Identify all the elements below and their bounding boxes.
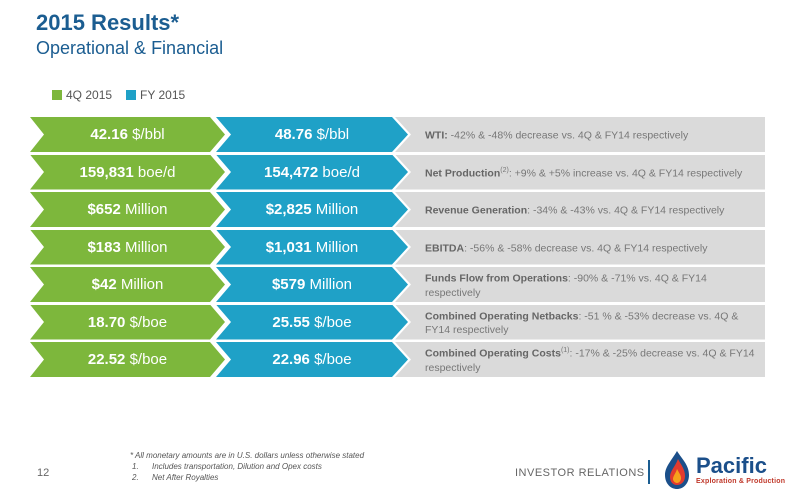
fy-number: $2,825 — [265, 201, 312, 218]
description-cell: Revenue Generation: -34% & -43% vs. 4Q &… — [395, 192, 765, 227]
q4-unit: $/boe — [129, 351, 168, 368]
fy-number: 48.76 — [274, 126, 313, 143]
description-label: EBITDA — [425, 242, 465, 255]
legend: 4Q 2015 FY 2015 — [52, 88, 199, 102]
results-row: 159,831 boe/d 154,472 boe/d Net Producti… — [30, 154, 765, 190]
q4-value-cell: $652 Million — [30, 192, 225, 227]
company-logo: Pacific Exploration & Production — [662, 448, 792, 492]
flame-logo-icon — [665, 451, 689, 489]
description-cell: Net Production(2): +9% & +5% increase vs… — [395, 154, 765, 190]
description-cell: Funds Flow from Operations: -90% & -71% … — [395, 267, 765, 302]
footnote-text: Includes transportation, Dilution and Op… — [152, 462, 322, 471]
logo-tagline: Exploration & Production — [696, 478, 786, 485]
description-cell: EBITDA: -56% & -58% decrease vs. 4Q & FY… — [395, 229, 765, 265]
q4-number: 159,831 — [79, 163, 134, 181]
fy-unit: $/boe — [314, 351, 352, 368]
description-sup: (1) — [560, 347, 570, 355]
q4-number: 18.70 — [87, 313, 126, 331]
description-label: Net Production — [425, 167, 501, 180]
description-label: Funds Flow from Operations — [425, 272, 568, 285]
q4-value-cell: $183 Million — [30, 229, 225, 265]
description-text: : -51 % & -53% decrease vs. 4Q & FY14 re… — [425, 310, 739, 337]
legend-swatch-fy — [126, 90, 137, 100]
page-number: 12 — [37, 467, 50, 479]
q4-number: 22.52 — [87, 351, 126, 368]
description-text: : -34% & -43% vs. 4Q & FY14 respectively — [527, 204, 725, 217]
page-title: 2015 Results* — [36, 10, 180, 35]
fy-number: 22.96 — [272, 351, 310, 368]
footnote-item: 2. Net After Royalties — [132, 472, 364, 483]
description-text: : +9% & +5% increase vs. 4Q & FY14 respe… — [508, 167, 743, 180]
results-table: 42.16 $/bbl 48.76 $/bbl WTI: -42% & -48%… — [30, 117, 765, 380]
footnote-number: 1. — [132, 462, 139, 471]
investor-relations-label: INVESTOR RELATIONS — [515, 467, 645, 479]
fy-value-cell: 25.55 $/boe — [216, 304, 408, 340]
fy-unit: Million — [315, 238, 359, 256]
q4-value-cell: 22.52 $/boe — [30, 342, 225, 377]
footnote-note: * All monetary amounts are in U.S. dolla… — [130, 451, 365, 460]
description-cell: WTI: -42% & -48% decrease vs. 4Q & FY14 … — [395, 117, 765, 152]
fy-unit: $/bbl — [316, 126, 350, 143]
description-cell: Combined Operating Netbacks: -51 % & -53… — [395, 304, 765, 340]
fy-number: $579 — [271, 276, 306, 293]
results-row: $652 Million $2,825 Million Revenue Gene… — [30, 192, 765, 227]
fy-value-cell: 48.76 $/bbl — [216, 117, 408, 152]
fy-number: 25.55 — [272, 313, 310, 331]
description-label: Combined Operating Costs — [425, 347, 561, 360]
q4-unit: $/boe — [129, 313, 168, 331]
fy-value-cell: $579 Million — [216, 267, 408, 302]
results-row: $42 Million $579 Million Funds Flow from… — [30, 267, 765, 302]
q4-value-cell: 159,831 boe/d — [30, 154, 225, 190]
q4-unit: Million — [120, 276, 164, 293]
description-label: Combined Operating Netbacks — [425, 310, 579, 323]
description-sup: (2) — [500, 166, 509, 174]
description-text: : -90% & -71% vs. 4Q & FY14 respectively — [425, 272, 707, 299]
legend-item-fy: FY 2015 — [126, 88, 185, 102]
fy-unit: Million — [315, 201, 359, 218]
fy-number: 154,472 — [264, 163, 319, 181]
fy-value-cell: 22.96 $/boe — [216, 342, 408, 377]
q4-number: $183 — [87, 238, 121, 256]
q4-value-cell: $42 Million — [30, 267, 225, 302]
description-label: WTI: — [425, 129, 448, 142]
description-text: : -56% & -58% decrease vs. 4Q & FY14 res… — [464, 242, 708, 255]
fy-value-cell: $1,031 Million — [216, 229, 408, 265]
results-row: $183 Million $1,031 Million EBITDA: -56%… — [30, 229, 765, 265]
q4-value-cell: 18.70 $/boe — [30, 304, 225, 340]
legend-label-4q: 4Q 2015 — [66, 88, 113, 102]
page-subtitle: Operational & Financial — [36, 38, 224, 58]
footnote-number: 2. — [132, 473, 139, 482]
description-text: -42% & -48% decrease vs. 4Q & FY14 respe… — [450, 129, 689, 142]
footnotes: * All monetary amounts are in U.S. dolla… — [130, 450, 364, 483]
results-row: 42.16 $/bbl 48.76 $/bbl WTI: -42% & -48%… — [30, 117, 765, 152]
footnote-text: Net After Royalties — [152, 473, 219, 482]
q4-unit: Million — [125, 201, 168, 218]
footnote-item: 1. Includes transportation, Dilution and … — [132, 461, 364, 472]
q4-value-cell: 42.16 $/bbl — [30, 117, 225, 152]
q4-number: $42 — [91, 276, 117, 293]
fy-number: $1,031 — [265, 238, 312, 256]
legend-swatch-4q — [52, 90, 62, 100]
results-row: 22.52 $/boe 22.96 $/boe Combined Operati… — [30, 342, 765, 377]
fy-unit: Million — [309, 276, 353, 293]
fy-unit: $/boe — [314, 313, 352, 331]
legend-label-fy: FY 2015 — [140, 88, 186, 102]
logo-name: Pacific — [696, 453, 767, 478]
fy-unit: boe/d — [322, 163, 360, 181]
q4-unit: boe/d — [137, 163, 176, 181]
q4-number: $652 — [87, 201, 121, 218]
description-cell: Combined Operating Costs(1): -17% & -25%… — [395, 342, 765, 377]
footer-divider — [648, 460, 650, 484]
q4-unit: Million — [125, 238, 168, 256]
results-row: 18.70 $/boe 25.55 $/boe Combined Operati… — [30, 304, 765, 340]
q4-number: 42.16 — [90, 126, 128, 143]
description-label: Revenue Generation — [425, 204, 528, 217]
fy-value-cell: 154,472 boe/d — [216, 154, 408, 190]
fy-value-cell: $2,825 Million — [216, 192, 408, 227]
legend-item-4q: 4Q 2015 — [52, 88, 112, 102]
q4-unit: $/bbl — [132, 126, 165, 143]
description-text: : -17% & -25% decrease vs. 4Q & FY14 res… — [425, 347, 755, 374]
